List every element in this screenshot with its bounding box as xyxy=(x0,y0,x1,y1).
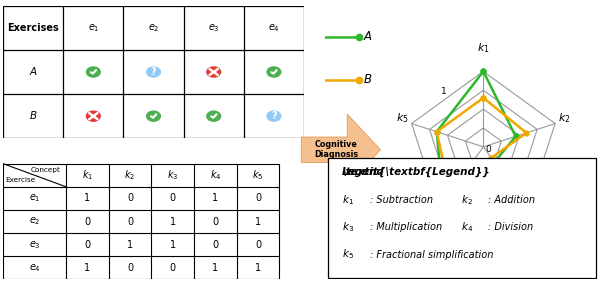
Text: 1: 1 xyxy=(255,217,261,226)
Text: Exercises: Exercises xyxy=(7,23,59,33)
Text: $e_3$: $e_3$ xyxy=(208,22,219,34)
Text: $e_3$: $e_3$ xyxy=(29,239,40,251)
Text: : Multiplication: : Multiplication xyxy=(370,222,441,232)
Circle shape xyxy=(267,111,281,121)
Text: $\boldsymbol{k_4}$: $\boldsymbol{k_4}$ xyxy=(210,168,221,182)
Text: $\boldsymbol{k_1}$: $\boldsymbol{k_1}$ xyxy=(342,193,354,207)
Text: 0: 0 xyxy=(170,193,176,203)
Text: 1: 1 xyxy=(170,240,176,250)
Text: 1: 1 xyxy=(441,87,447,96)
Text: $\boldsymbol{k_1}$: $\boldsymbol{k_1}$ xyxy=(81,168,93,182)
Text: 0: 0 xyxy=(485,145,491,154)
Text: $\boldsymbol{k_5}$: $\boldsymbol{k_5}$ xyxy=(252,168,264,182)
Text: 0: 0 xyxy=(212,217,218,226)
Text: $\boldsymbol{k_5}$: $\boldsymbol{k_5}$ xyxy=(342,248,354,262)
Text: $\boldsymbol{k_4}$: $\boldsymbol{k_4}$ xyxy=(429,221,442,235)
Text: 1: 1 xyxy=(212,263,218,273)
Text: $e_4$: $e_4$ xyxy=(29,262,41,274)
Text: 0: 0 xyxy=(212,240,218,250)
Text: 0: 0 xyxy=(85,217,91,226)
Text: 0: 0 xyxy=(255,193,261,203)
Text: : Addition: : Addition xyxy=(488,195,536,205)
Text: : Division: : Division xyxy=(488,222,534,232)
Text: Concept: Concept xyxy=(31,167,61,173)
Text: $A$: $A$ xyxy=(363,30,373,43)
Text: Legend: Legend xyxy=(342,167,385,177)
Polygon shape xyxy=(302,114,381,185)
Text: $\boldsymbol{k_4}$: $\boldsymbol{k_4}$ xyxy=(461,220,473,234)
Text: 0: 0 xyxy=(127,193,133,203)
Text: $\boldsymbol{k_3}$: $\boldsymbol{k_3}$ xyxy=(342,220,354,234)
Circle shape xyxy=(207,67,221,77)
Text: $\boldsymbol{k_3}$: $\boldsymbol{k_3}$ xyxy=(167,168,178,182)
Text: $e_2$: $e_2$ xyxy=(29,216,40,228)
Text: ?: ? xyxy=(271,111,277,121)
Text: $\boldsymbol{k_1}$: $\boldsymbol{k_1}$ xyxy=(477,41,489,55)
Text: 1: 1 xyxy=(85,193,91,203)
FancyBboxPatch shape xyxy=(328,158,596,278)
Text: 1: 1 xyxy=(170,217,176,226)
Text: 1: 1 xyxy=(212,193,218,203)
Text: : Subtraction: : Subtraction xyxy=(370,195,432,205)
Text: 0: 0 xyxy=(255,240,261,250)
Text: $e_1$: $e_1$ xyxy=(88,22,99,34)
Text: \textit{\textbf{Legend}}: \textit{\textbf{Legend}} xyxy=(342,166,489,177)
Text: ?: ? xyxy=(151,67,156,77)
Circle shape xyxy=(207,111,221,121)
Text: 1: 1 xyxy=(85,263,91,273)
Text: $\boldsymbol{k_2}$: $\boldsymbol{k_2}$ xyxy=(558,111,571,125)
Text: 0: 0 xyxy=(127,263,133,273)
Text: 0: 0 xyxy=(170,263,176,273)
Text: $\boldsymbol{k_5}$: $\boldsymbol{k_5}$ xyxy=(396,111,409,125)
Text: A: A xyxy=(30,67,36,77)
Text: Cognitive
Diagnosis: Cognitive Diagnosis xyxy=(314,140,358,160)
Text: $e_4$: $e_4$ xyxy=(268,22,280,34)
Text: $\boldsymbol{k_2}$: $\boldsymbol{k_2}$ xyxy=(461,193,472,207)
Text: $e_1$: $e_1$ xyxy=(29,192,40,204)
Circle shape xyxy=(147,67,161,77)
Text: 0: 0 xyxy=(85,240,91,250)
Text: $B$: $B$ xyxy=(363,73,372,86)
Text: 0: 0 xyxy=(127,217,133,226)
Text: $e_2$: $e_2$ xyxy=(148,22,159,34)
Text: : Fractional simplification: : Fractional simplification xyxy=(370,250,493,259)
Text: Exercise: Exercise xyxy=(5,177,36,183)
Circle shape xyxy=(86,111,100,121)
Text: 1: 1 xyxy=(127,240,133,250)
Text: B: B xyxy=(30,111,36,121)
Text: 1: 1 xyxy=(255,263,261,273)
Circle shape xyxy=(147,111,161,121)
Text: $\boldsymbol{k_3}$: $\boldsymbol{k_3}$ xyxy=(525,221,537,235)
Circle shape xyxy=(86,67,100,77)
Text: $\boldsymbol{k_2}$: $\boldsymbol{k_2}$ xyxy=(125,168,136,182)
Circle shape xyxy=(267,67,281,77)
